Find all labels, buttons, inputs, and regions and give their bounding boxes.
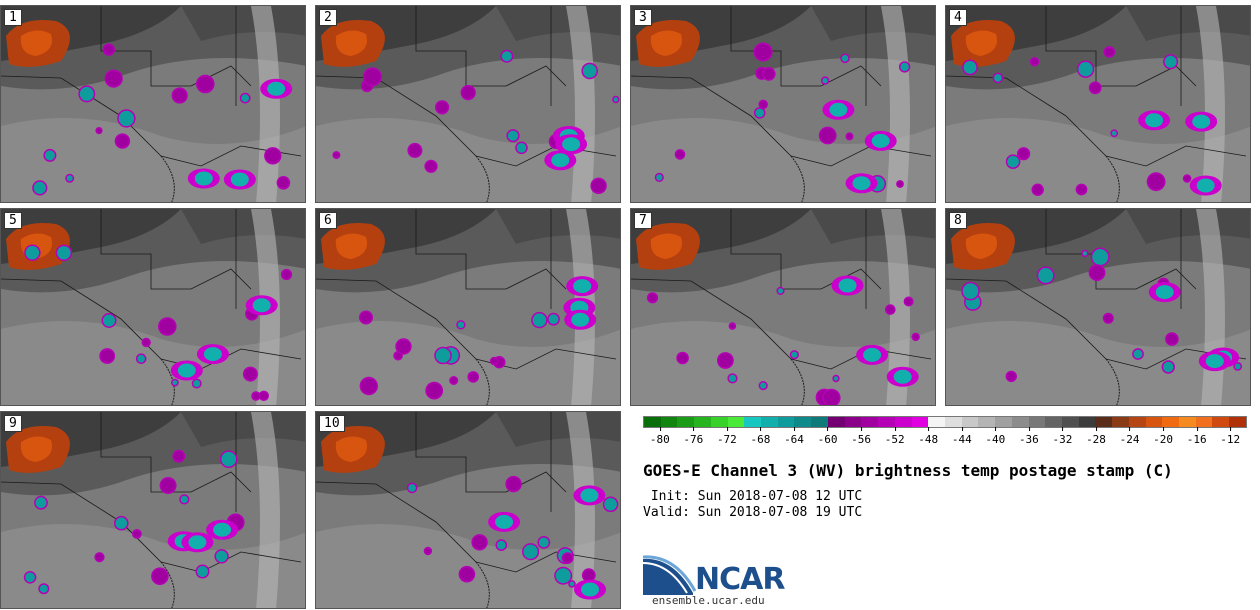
colorbar-tick-label: -12 bbox=[1220, 427, 1240, 446]
colorbar-segment bbox=[1078, 417, 1096, 427]
colorbar-segment bbox=[727, 417, 745, 427]
colorbar-tick-label: -64 bbox=[784, 427, 804, 446]
colorbar-segment bbox=[878, 417, 895, 427]
panel-number: 6 bbox=[319, 212, 337, 229]
map-panel-4: 4 bbox=[945, 5, 1251, 203]
map-panel-9: 9 bbox=[0, 411, 306, 609]
colorbar-segment bbox=[677, 417, 695, 427]
colorbar-segment bbox=[961, 417, 979, 427]
panel-number: 4 bbox=[949, 9, 967, 26]
logo-url: ensemble.ucar.edu bbox=[652, 594, 765, 607]
map-panel-5: 5 bbox=[0, 208, 306, 406]
colorbar-segment bbox=[794, 417, 812, 427]
colorbar-segment bbox=[1045, 417, 1062, 427]
colorbar-segment bbox=[660, 417, 678, 427]
colorbar-segment bbox=[1212, 417, 1230, 427]
map-panel-7: 7 bbox=[630, 208, 936, 406]
ncar-logo-text: NCAR bbox=[695, 562, 785, 597]
colorbar-segment bbox=[761, 417, 778, 427]
colorbar-tick-label: -36 bbox=[1019, 427, 1039, 446]
map-panel-10: 10 bbox=[315, 411, 621, 609]
colorbar-tick-label: -16 bbox=[1187, 427, 1207, 446]
map-panel-8: 8 bbox=[945, 208, 1251, 406]
colorbar-segment bbox=[1011, 417, 1029, 427]
wv-imagery bbox=[1, 412, 305, 608]
colorbar-segment bbox=[1128, 417, 1146, 427]
colorbar-segment bbox=[1229, 417, 1246, 427]
colorbar-segment bbox=[1028, 417, 1046, 427]
panel-number: 8 bbox=[949, 212, 967, 229]
colorbar-segment bbox=[777, 417, 795, 427]
panel-number: 3 bbox=[634, 9, 652, 26]
map-panel-1: 1 bbox=[0, 5, 306, 203]
colorbar-segment bbox=[644, 417, 661, 427]
colorbar-segment bbox=[1095, 417, 1113, 427]
panel-number: 7 bbox=[634, 212, 652, 229]
panel-number: 2 bbox=[319, 9, 337, 26]
colorbar-segment bbox=[1195, 417, 1213, 427]
valid-time: Valid: Sun 2018-07-08 19 UTC bbox=[643, 505, 863, 520]
colorbar-segment bbox=[710, 417, 728, 427]
colorbar-segment bbox=[694, 417, 711, 427]
colorbar-tick-label: -68 bbox=[751, 427, 770, 446]
init-time: Init: Sun 2018-07-08 12 UTC bbox=[643, 489, 863, 504]
colorbar-segment bbox=[744, 417, 762, 427]
colorbar-tick-label: -80 bbox=[650, 427, 670, 446]
map-panel-3: 3 bbox=[630, 5, 936, 203]
colorbar-segment bbox=[1061, 417, 1079, 427]
wv-imagery bbox=[1, 209, 305, 405]
colorbar-segment bbox=[911, 417, 929, 427]
panel-number: 10 bbox=[319, 415, 345, 432]
colorbar-segment bbox=[995, 417, 1012, 427]
colorbar-segment bbox=[894, 417, 912, 427]
colorbar-tick-label: -48 bbox=[918, 427, 938, 446]
colorbar-tick-label: -20 bbox=[1153, 427, 1173, 446]
colorbar-segment bbox=[928, 417, 945, 427]
map-panel-6: 6 bbox=[315, 208, 621, 406]
colorbar-tick-label: -28 bbox=[1086, 427, 1106, 446]
figure-title: GOES-E Channel 3 (WV) brightness temp po… bbox=[643, 461, 1173, 480]
colorbar-tick-label: -60 bbox=[818, 427, 837, 446]
colorbar-tick-label: -56 bbox=[851, 427, 871, 446]
ncar-logo-icon bbox=[643, 555, 697, 595]
colorbar-tick-label: -40 bbox=[985, 427, 1005, 446]
colorbar-segment bbox=[1145, 417, 1163, 427]
colorbar-segment bbox=[1179, 417, 1196, 427]
panel-number: 9 bbox=[4, 415, 22, 432]
colorbar bbox=[643, 416, 1247, 428]
wv-imagery bbox=[946, 209, 1250, 405]
wv-imagery bbox=[946, 6, 1250, 202]
colorbar-tick-label: -32 bbox=[1053, 427, 1072, 446]
colorbar-segment bbox=[811, 417, 828, 427]
wv-imagery bbox=[631, 209, 935, 405]
colorbar-segment bbox=[1162, 417, 1179, 427]
colorbar-segment bbox=[844, 417, 862, 427]
colorbar-segment bbox=[978, 417, 996, 427]
wv-imagery bbox=[316, 412, 620, 608]
colorbar-tick-label: -44 bbox=[952, 427, 972, 446]
colorbar-segment bbox=[861, 417, 879, 427]
colorbar-segment bbox=[827, 417, 845, 427]
colorbar-tick-label: -72 bbox=[717, 427, 737, 446]
colorbar-segment bbox=[1112, 417, 1129, 427]
panel-number: 1 bbox=[4, 9, 22, 26]
panel-number: 5 bbox=[4, 212, 22, 229]
colorbar-tick-label: -76 bbox=[683, 427, 703, 446]
wv-imagery bbox=[316, 6, 620, 202]
wv-imagery bbox=[316, 209, 620, 405]
wv-imagery bbox=[631, 6, 935, 202]
colorbar-segment bbox=[944, 417, 962, 427]
map-panel-2: 2 bbox=[315, 5, 621, 203]
wv-imagery bbox=[1, 6, 305, 202]
colorbar-tick-label: -52 bbox=[885, 427, 905, 446]
colorbar-tick-label: -24 bbox=[1120, 427, 1139, 446]
colorbar-ticks: -80 -76 -72 -68 -64 -60 -56 -52 -48 -44 -40 -36 -32-… bbox=[643, 427, 1247, 448]
